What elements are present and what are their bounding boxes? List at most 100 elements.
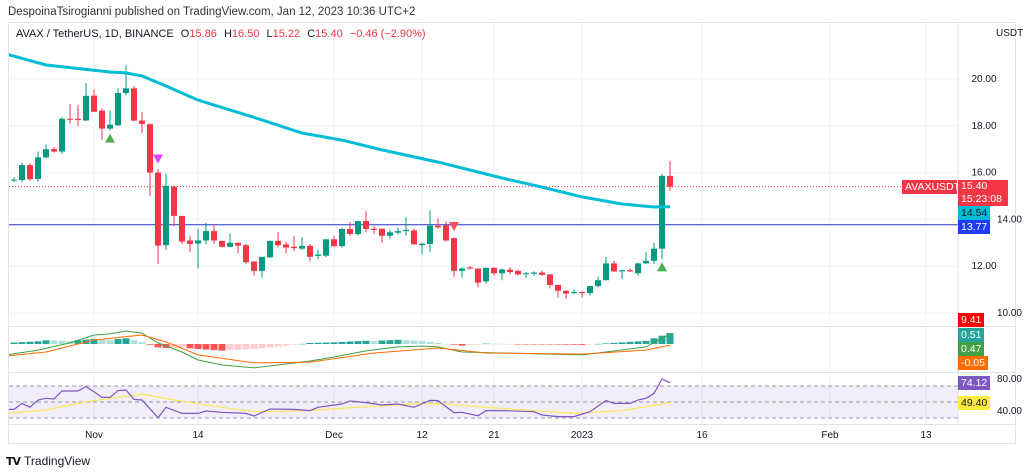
price-tick-label: 20.00 [971, 74, 996, 85]
macd-histogram-bar [514, 344, 522, 345]
candle-body [139, 120, 145, 124]
time-tick-label: 16 [696, 430, 708, 441]
macd-histogram-bar [562, 344, 570, 345]
tradingview-logo-icon: 𝗧𝗩 [6, 454, 21, 468]
candle-body [19, 165, 25, 181]
close-value: 15.40 [315, 28, 343, 40]
candle-body [115, 93, 121, 126]
candle-body [107, 124, 113, 129]
macd-histogram-bar [138, 342, 146, 344]
candle-body [403, 229, 409, 232]
time-tick-label: Nov [85, 430, 103, 441]
macd-histogram-bar [386, 340, 394, 344]
macd-histogram-bar [370, 340, 378, 344]
macd-histogram-bar [234, 344, 242, 350]
candle-body [59, 118, 65, 152]
candle-body [243, 245, 249, 263]
candle-body [483, 267, 489, 282]
candle-body [451, 238, 457, 271]
candle-body [563, 290, 569, 294]
candle-body [187, 240, 193, 244]
time-tick-label: Dec [325, 430, 343, 441]
macd-histogram-bar [610, 342, 618, 344]
buy-signal-marker [657, 262, 667, 272]
macd-histogram-bar [314, 342, 322, 344]
candle-body [283, 244, 289, 248]
macd-histogram-bar [242, 344, 250, 350]
macd-histogram-bar [290, 344, 298, 345]
bar-countdown: 15:23:08 [961, 193, 1002, 205]
macd-histogram-bar [538, 344, 546, 345]
macd-histogram-bar [522, 344, 530, 345]
macd-histogram-bar [506, 343, 514, 345]
macd-histogram-bar [418, 340, 426, 344]
macd-histogram-bar [170, 344, 178, 348]
macd-histogram-bar [130, 340, 138, 344]
candle-body [331, 239, 337, 247]
macd-histogram-bar [354, 341, 362, 344]
macd-histogram-bar [586, 344, 594, 345]
price-tick-label: 12.00 [971, 261, 996, 272]
macd-histogram-bar [602, 343, 610, 344]
macd-histogram-bar [402, 340, 410, 344]
macd-signal-label: -0.05 [958, 356, 988, 370]
price-tick-label: 18.00 [971, 121, 996, 132]
buy-signal-marker [105, 133, 115, 143]
candle-body [99, 110, 105, 129]
macd-histogram-bar [274, 344, 282, 347]
candle-body [411, 230, 417, 245]
candle-body [131, 88, 137, 121]
candle-body [67, 118, 73, 120]
candle-body [547, 274, 553, 285]
candle-body [579, 291, 585, 294]
candle-body [11, 179, 17, 181]
macd-histogram-bar [378, 340, 386, 344]
macd-histogram-bar [346, 341, 354, 344]
candle-body [307, 245, 313, 257]
candle-body [539, 272, 545, 275]
candle-body [379, 228, 385, 236]
candle-body [323, 239, 329, 256]
candle-body [507, 269, 513, 273]
close-label: C [307, 28, 316, 40]
macd-histogram-bar [74, 340, 82, 344]
candle-body [627, 270, 633, 272]
candle-body [419, 243, 425, 246]
macd-histogram-bar [490, 343, 498, 345]
candle-body [179, 215, 185, 242]
last-price-label: 15.40 15:23:08 [958, 180, 1008, 206]
sell-signal-marker [153, 154, 163, 164]
change-value: −0.46 (−2.90%) [349, 28, 426, 40]
macd-histogram-bar [434, 342, 442, 344]
red-level-label: 9.41 [958, 313, 985, 327]
rsi-tick-label: 40.00 [997, 406, 1022, 417]
candle-body [619, 270, 625, 272]
candle-body [227, 242, 233, 247]
macd-histogram-bar [194, 344, 202, 350]
candle-body [467, 267, 473, 269]
candle-body [155, 172, 161, 246]
price-tick-label: 10.00 [997, 308, 1022, 319]
macd-histogram-bar [642, 340, 650, 344]
candle-body [27, 165, 33, 180]
tradingview-logo[interactable]: 𝗧𝗩 TradingView [6, 454, 90, 468]
candle-body [43, 149, 49, 158]
candle-body [475, 268, 481, 283]
symbol-legend[interactable]: AVAX / TetherUS, 1D, BINANCE O15.86 H16.… [16, 28, 430, 40]
low-label: L [266, 28, 273, 40]
macd-histogram-bar [482, 343, 490, 345]
macd-histogram-bar [306, 342, 314, 344]
macd-histogram-bar [594, 343, 602, 345]
sell-signal-marker [449, 221, 459, 231]
macd-histogram-bar [34, 341, 42, 344]
macd-histogram-bar [578, 344, 586, 345]
time-tick-label: 13 [920, 430, 932, 441]
macd-histogram-bar [658, 335, 666, 344]
candle-body [203, 231, 209, 241]
macd-histogram-bar [442, 343, 450, 345]
macd-histogram-bar [666, 333, 674, 344]
candle-body [123, 88, 129, 94]
macd-value-label: 0.47 [958, 342, 985, 356]
macd-histogram-bar [218, 344, 226, 351]
